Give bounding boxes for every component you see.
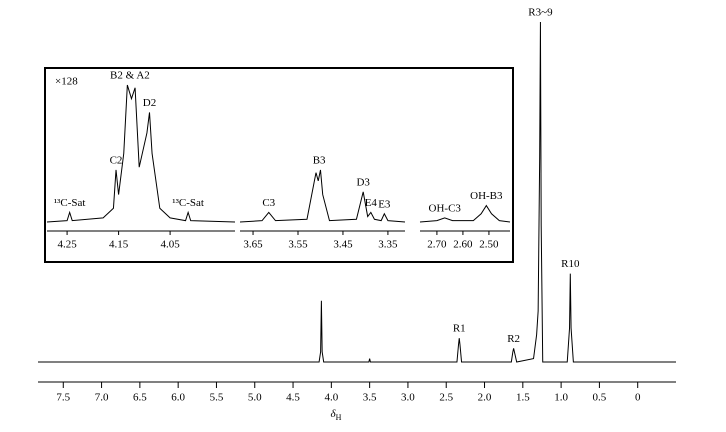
x-tick-label: 5.5 bbox=[210, 392, 224, 404]
spectrum-line bbox=[38, 21, 676, 363]
inset-title: ×128 bbox=[55, 76, 78, 88]
peak-label: OH-C3 bbox=[429, 202, 462, 214]
peak-label: ¹³C-Sat bbox=[172, 197, 204, 209]
x-tick-label: 3.0 bbox=[401, 392, 415, 404]
x-tick-label: 3.35 bbox=[378, 239, 398, 251]
x-tick-label: 1.5 bbox=[516, 392, 530, 404]
x-tick-label: 0.5 bbox=[593, 392, 607, 404]
x-tick-label: 4.5 bbox=[286, 392, 300, 404]
x-tick-label: 2.0 bbox=[478, 392, 492, 404]
x-tick-label: 1.0 bbox=[554, 392, 568, 404]
x-tick-label: 6.0 bbox=[171, 392, 185, 404]
x-tick-label: 2.70 bbox=[427, 239, 447, 251]
peak-label: ¹³C-Sat bbox=[54, 197, 86, 209]
x-tick-label: 3.55 bbox=[288, 239, 308, 251]
inset-frame bbox=[44, 67, 514, 263]
spectrum-line bbox=[46, 84, 236, 223]
x-tick-label: 0 bbox=[635, 392, 641, 404]
peak-label: C3 bbox=[262, 197, 275, 209]
peak-label: B2 & A2 bbox=[110, 70, 150, 82]
x-tick-label: 2.50 bbox=[479, 239, 499, 251]
peak-label: OH-B3 bbox=[470, 190, 503, 202]
peak-label: D3 bbox=[356, 176, 370, 188]
x-tick-label: 7.5 bbox=[56, 392, 70, 404]
peak-label: E3 bbox=[378, 198, 391, 210]
x-tick-label: 6.5 bbox=[133, 392, 147, 404]
x-tick-label: 2.60 bbox=[453, 239, 473, 251]
x-tick-label: 4.25 bbox=[57, 239, 77, 251]
peak-label: R10 bbox=[561, 258, 580, 270]
peak-label: R1 bbox=[453, 323, 466, 335]
x-tick-label: 3.45 bbox=[333, 239, 353, 251]
x-tick-label: 2.5 bbox=[439, 392, 453, 404]
x-tick-label: 3.65 bbox=[243, 239, 263, 251]
x-tick-label: 3.5 bbox=[363, 392, 377, 404]
peak-label: C2 bbox=[110, 154, 123, 166]
x-tick-label: 4.0 bbox=[324, 392, 338, 404]
peak-label: E4 bbox=[365, 197, 378, 209]
spectrum-line bbox=[239, 169, 406, 223]
x-tick-label: 4.15 bbox=[109, 239, 129, 251]
peak-label: D2 bbox=[143, 97, 156, 109]
peak-label: B3 bbox=[313, 154, 326, 166]
peak-label: R3~9 bbox=[528, 7, 553, 19]
x-axis-label: δH bbox=[331, 408, 342, 422]
spectrum-line bbox=[419, 204, 511, 223]
x-axis-label-subscript: H bbox=[336, 413, 342, 422]
x-tick-label: 7.0 bbox=[95, 392, 109, 404]
x-tick-label: 5.0 bbox=[248, 392, 262, 404]
x-tick-label: 4.05 bbox=[160, 239, 180, 251]
x-axis-label-main: δ bbox=[331, 408, 337, 420]
peak-label: R2 bbox=[507, 333, 520, 345]
